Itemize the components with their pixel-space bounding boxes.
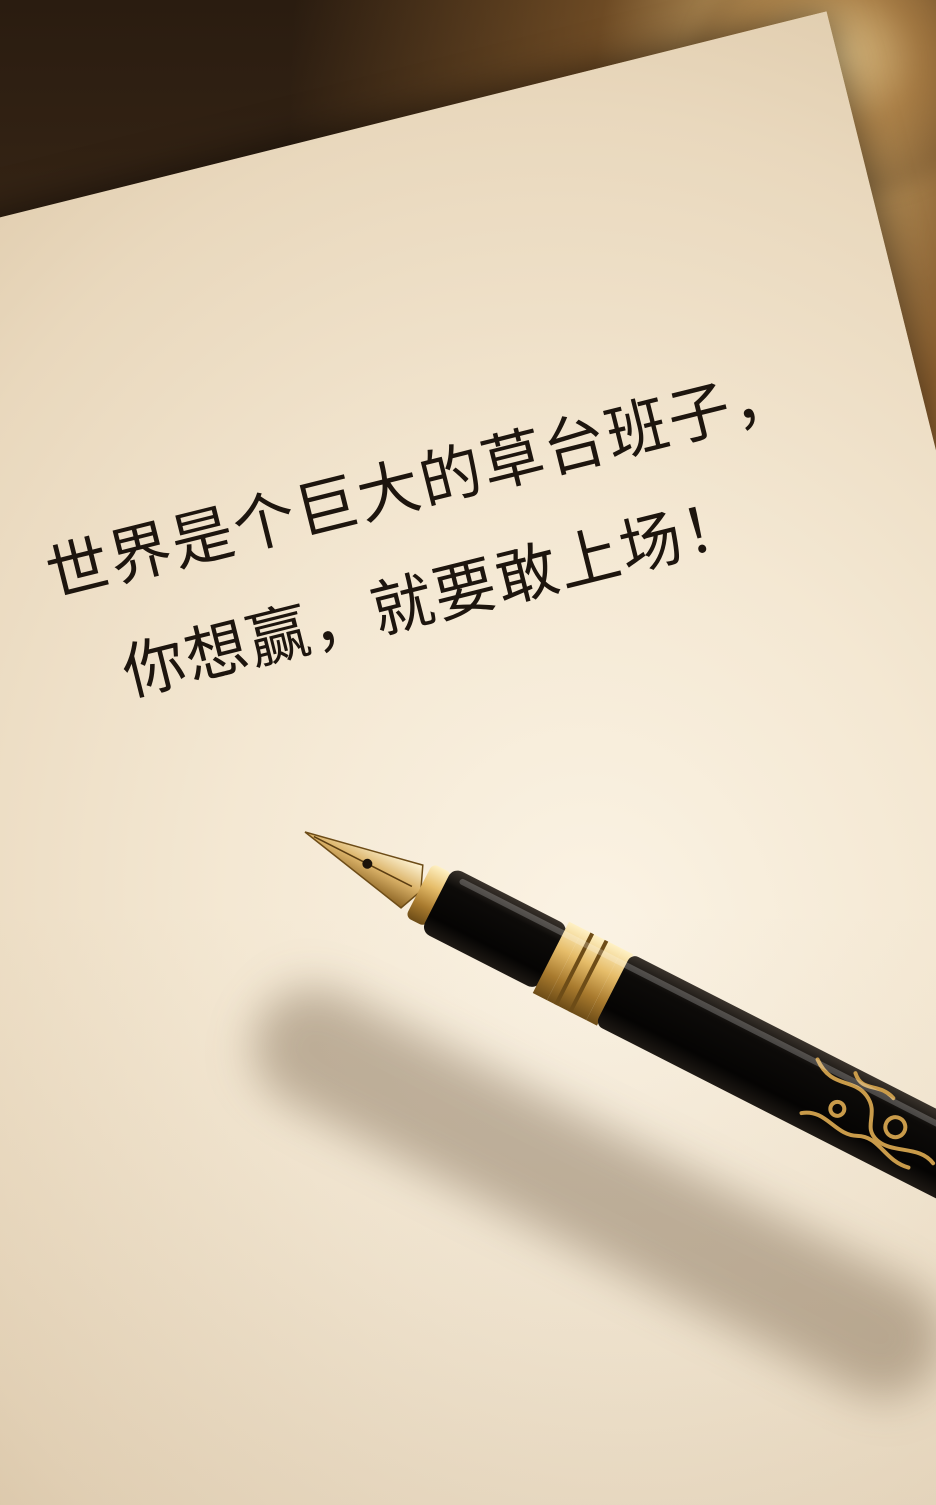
pen-grip-ring — [407, 865, 451, 925]
pen-center-band — [532, 921, 584, 1001]
pen-ornament — [799, 1057, 936, 1170]
pen-barrel — [597, 956, 936, 1259]
pen-section — [423, 870, 566, 987]
